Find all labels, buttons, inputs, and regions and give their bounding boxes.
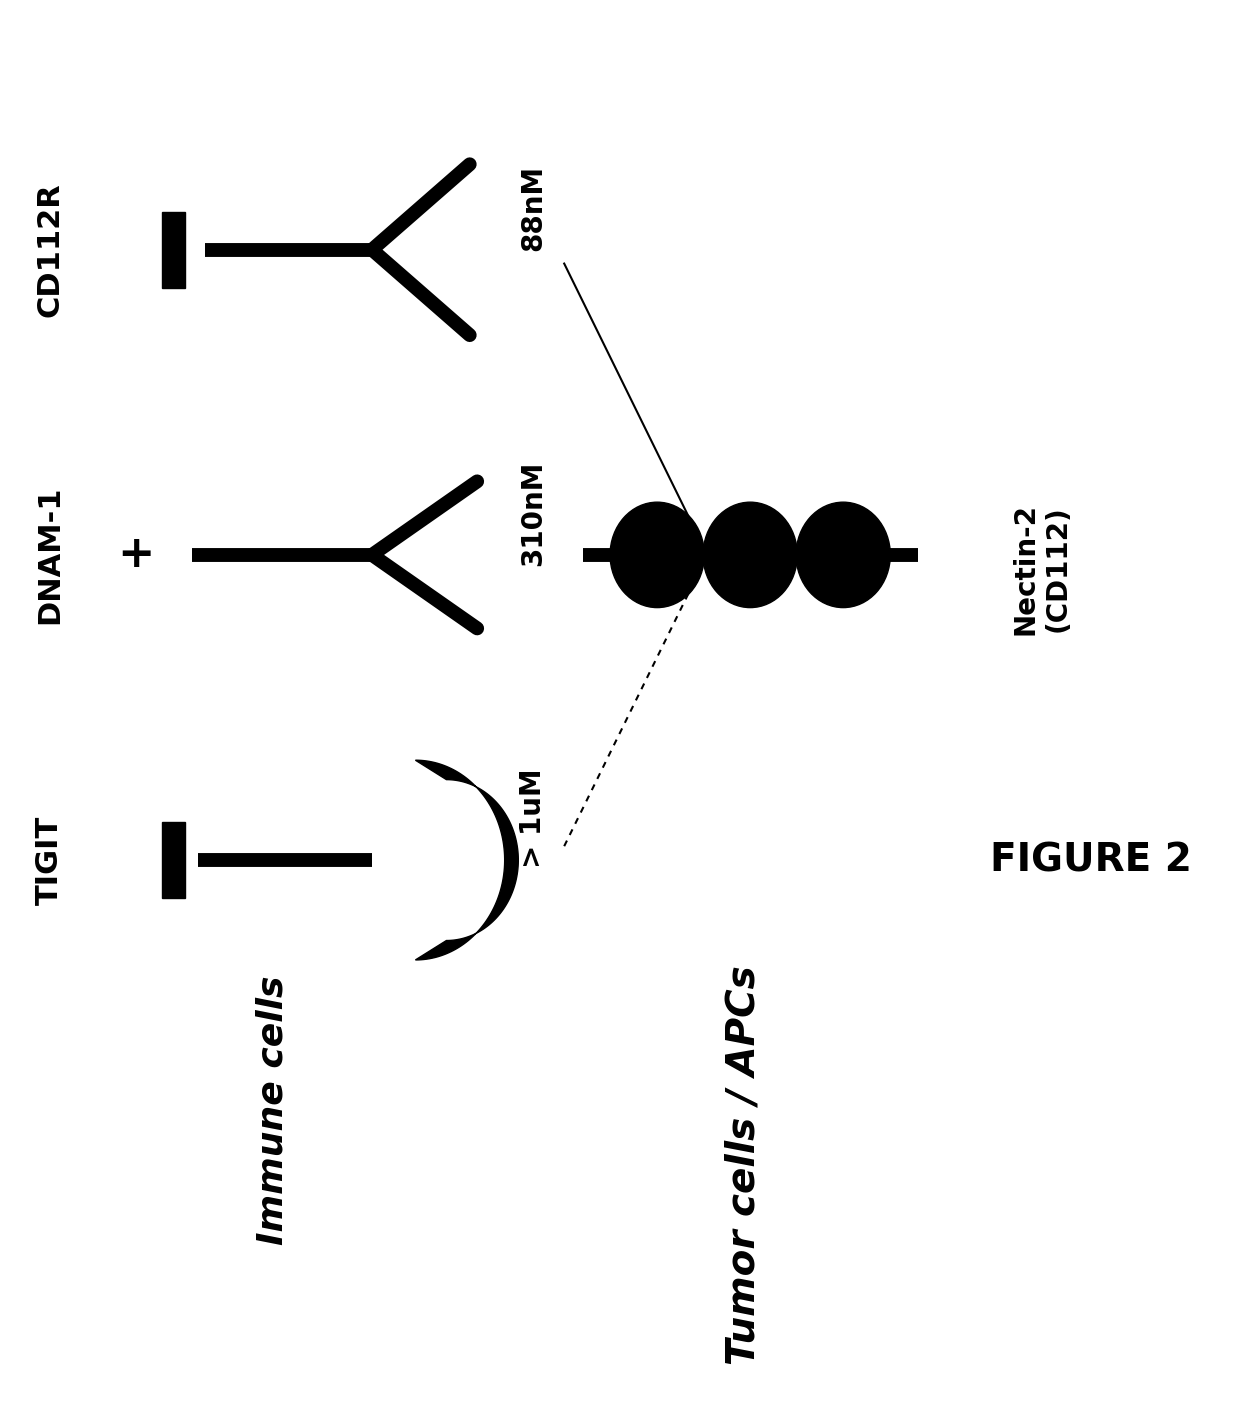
- Text: CD112R: CD112R: [35, 182, 64, 317]
- Text: 310nM: 310nM: [520, 461, 547, 567]
- Text: > 1uM: > 1uM: [520, 769, 547, 868]
- Text: +: +: [118, 533, 155, 577]
- Circle shape: [610, 502, 704, 608]
- Text: 88nM: 88nM: [520, 165, 547, 252]
- Text: Nectin-2
(CD112): Nectin-2 (CD112): [1012, 503, 1071, 634]
- Polygon shape: [415, 760, 518, 959]
- Circle shape: [796, 502, 890, 608]
- Text: Immune cells: Immune cells: [255, 975, 290, 1245]
- Circle shape: [703, 502, 797, 608]
- Text: TIGIT: TIGIT: [35, 815, 64, 904]
- FancyBboxPatch shape: [162, 212, 185, 288]
- Text: Tumor cells / APCs: Tumor cells / APCs: [725, 965, 763, 1365]
- Text: FIGURE 2: FIGURE 2: [991, 841, 1192, 879]
- FancyBboxPatch shape: [162, 822, 185, 899]
- Text: DNAM-1: DNAM-1: [35, 486, 64, 625]
